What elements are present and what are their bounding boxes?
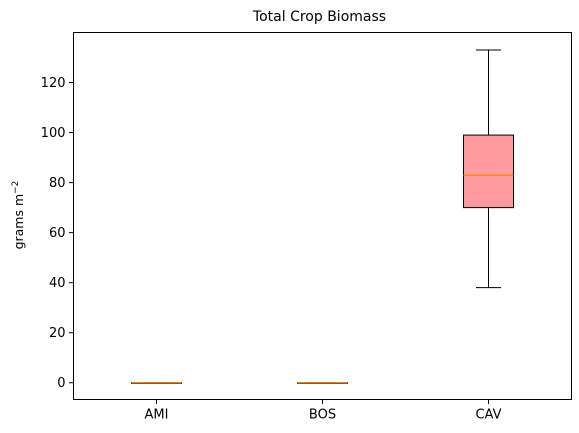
y-tick-label: 20 [49,326,66,341]
y-tick-label: 60 [49,226,66,241]
box-cav [463,49,514,289]
y-tick-label: 100 [41,126,66,141]
y-tick-label: 40 [49,276,66,291]
y-axis-label: grams m−2 [11,181,26,250]
y-tick-label: 0 [57,376,65,391]
y-axis-label-superscript: −2 [11,181,21,194]
x-tick-label: CAV [475,408,501,423]
y-tick-label: 80 [49,176,66,191]
iqr-box [463,134,514,209]
x-tick-label: BOS [309,408,336,423]
plot-frame [73,32,572,400]
plot-area [131,49,514,384]
x-tick-label: AMI [145,408,169,423]
box-ami [131,382,182,384]
y-tick-label: 120 [41,76,66,91]
box-bos [297,382,348,384]
chart-title: Total Crop Biomass [252,9,386,25]
y-axis-label-main: grams m [11,194,26,250]
